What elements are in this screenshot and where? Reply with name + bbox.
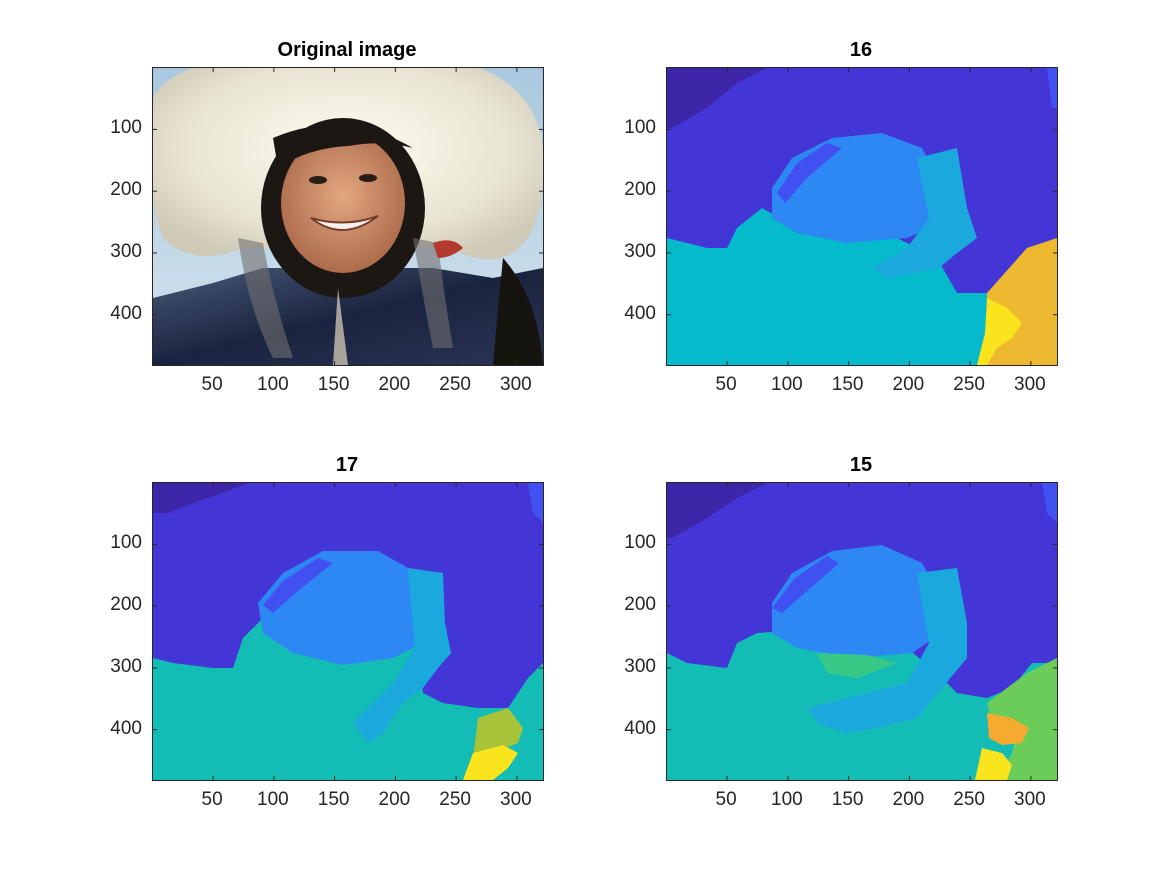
- segment-corner-tr: [1047, 68, 1057, 108]
- x-tick-label: 200: [378, 789, 411, 810]
- panel-title: 17: [335, 454, 359, 476]
- segment-yellow: [977, 298, 1022, 365]
- y-tick-label: 400: [110, 302, 142, 324]
- y-tick-label: 100: [110, 532, 142, 554]
- y-tick-label: 100: [110, 117, 142, 139]
- x-tick-label: 200: [892, 789, 925, 810]
- y-tick-label: 100: [624, 532, 656, 554]
- x-tick-label: 200: [378, 374, 411, 395]
- fur-strands-left: [238, 238, 293, 358]
- y-tick-label: 300: [110, 655, 142, 677]
- x-tick-label: 50: [201, 789, 223, 810]
- x-tick-label: 200: [892, 374, 925, 395]
- eye-left: [309, 176, 327, 184]
- smile: [310, 215, 379, 231]
- y-tick-label: 100: [624, 117, 656, 139]
- x-tick-label: 250: [953, 374, 985, 395]
- x-tick-label: 300: [1014, 374, 1046, 395]
- x-tick-label: 250: [439, 789, 471, 810]
- y-tick-label: 200: [110, 594, 142, 616]
- segment-face-hl: [772, 556, 839, 613]
- plot-area: [152, 482, 544, 781]
- segment-corner-tr: [528, 483, 543, 523]
- segment-face-hl: [263, 558, 333, 613]
- image-canvas: [667, 68, 1057, 365]
- y-tick-label: 200: [624, 594, 656, 616]
- x-tick-label: 50: [715, 374, 737, 395]
- segment-cheek-r: [807, 568, 967, 733]
- y-tick-label: 200: [624, 179, 656, 201]
- hair-fringe: [273, 125, 413, 168]
- segment-orange: [987, 713, 1029, 745]
- segment-green: [987, 658, 1057, 780]
- segment-face-hl: [777, 143, 842, 203]
- segment-yellow: [975, 748, 1012, 780]
- y-tick-label: 300: [624, 655, 656, 677]
- y-tick-label: 400: [624, 717, 656, 739]
- x-tick-label: 100: [771, 789, 803, 810]
- segment-cheek-r: [872, 148, 977, 278]
- x-tick-label: 100: [257, 789, 289, 810]
- segment-cheek-r: [353, 568, 451, 743]
- x-tick-label: 150: [317, 374, 350, 395]
- x-tick-label: 250: [439, 374, 471, 395]
- plot-area: [152, 67, 544, 366]
- x-tick-label: 300: [500, 789, 532, 810]
- x-tick-label: 100: [771, 374, 803, 395]
- x-tick-label: 150: [831, 789, 864, 810]
- fur-strands-right: [413, 238, 453, 348]
- y-tick-label: 200: [110, 179, 142, 201]
- segment-corner-tl: [667, 68, 767, 128]
- x-tick-label: 150: [831, 374, 864, 395]
- x-tick-label: 50: [715, 789, 737, 810]
- segment-corner-tl: [667, 483, 767, 538]
- panel-title: Original image: [277, 39, 417, 61]
- red-lining: [433, 240, 463, 258]
- segment-green-yellow: [473, 708, 523, 758]
- y-tick-label: 300: [624, 240, 656, 262]
- y-tick-label: 400: [624, 302, 656, 324]
- eye-right: [359, 174, 377, 182]
- segment-corner-tl: [153, 483, 248, 513]
- hair-right: [493, 258, 543, 365]
- x-tick-label: 300: [500, 374, 532, 395]
- x-tick-label: 50: [201, 374, 223, 395]
- panel-title: 15: [849, 454, 873, 476]
- panel-title: 16: [849, 39, 873, 61]
- zipper: [333, 288, 348, 365]
- face-skin: [281, 133, 405, 273]
- y-tick-label: 400: [110, 717, 142, 739]
- segment-teal-green: [817, 653, 897, 678]
- x-tick-label: 250: [953, 789, 985, 810]
- x-tick-label: 100: [257, 374, 289, 395]
- y-tick-label: 300: [110, 240, 142, 262]
- segment-corner-tr: [1042, 483, 1057, 523]
- x-tick-label: 150: [317, 789, 350, 810]
- plot-area: [666, 67, 1058, 366]
- segment-yellow: [463, 745, 518, 780]
- image-canvas: [667, 483, 1057, 780]
- x-tick-label: 300: [1014, 789, 1046, 810]
- image-canvas: [153, 483, 543, 780]
- image-canvas: [153, 68, 543, 365]
- plot-area: [666, 482, 1058, 781]
